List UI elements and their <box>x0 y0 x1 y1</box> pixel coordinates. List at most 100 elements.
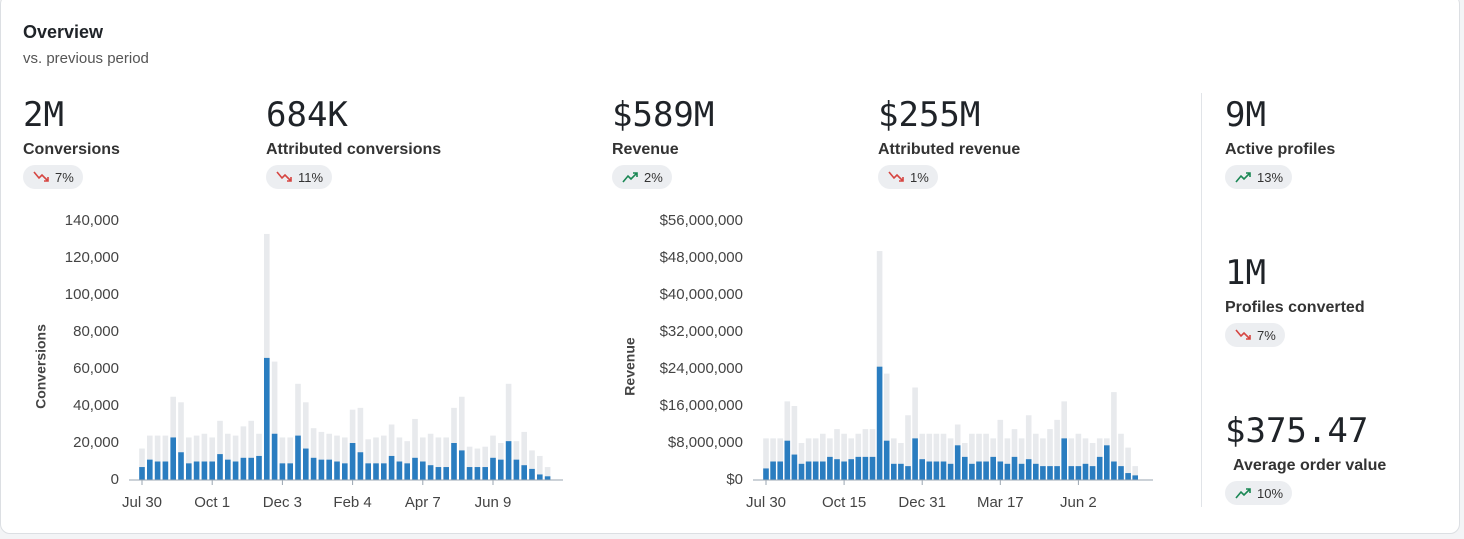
bar <box>898 443 904 480</box>
bar <box>232 435 239 480</box>
bar <box>209 437 215 480</box>
change-value: 7% <box>1257 327 1276 343</box>
bar <box>770 438 776 480</box>
bar <box>1004 438 1011 480</box>
bar <box>349 443 356 480</box>
change-value: 1% <box>910 169 929 185</box>
y-tick-label: $40,000,000 <box>660 286 743 303</box>
metric-value: $589M <box>612 95 715 135</box>
bar <box>544 476 551 480</box>
y-tick-label: 60,000 <box>73 360 119 377</box>
bar <box>969 433 975 480</box>
bar <box>820 433 826 480</box>
bar <box>139 448 145 480</box>
bar <box>1104 445 1110 480</box>
bar <box>178 402 184 480</box>
bar <box>310 457 317 480</box>
bar <box>388 424 395 480</box>
bar <box>990 456 996 480</box>
bar <box>940 461 947 480</box>
bar <box>373 437 379 480</box>
trend-icon <box>276 171 292 182</box>
bar <box>1096 456 1103 480</box>
bar <box>912 387 918 480</box>
bar <box>848 459 854 480</box>
bar <box>334 461 340 480</box>
bar <box>905 466 911 480</box>
bar <box>482 467 488 480</box>
bar <box>373 463 379 480</box>
bar <box>983 461 989 480</box>
bar <box>1047 466 1053 480</box>
bar <box>1118 433 1124 480</box>
trend-arrow <box>276 171 292 182</box>
bar <box>1011 429 1018 480</box>
metric: $255M Attributed revenue 1% <box>878 95 1020 189</box>
trend-arrow <box>1235 172 1251 183</box>
bar <box>193 435 200 480</box>
bar <box>834 429 840 480</box>
bar <box>1004 463 1011 480</box>
bar <box>326 433 332 480</box>
bar <box>940 433 947 480</box>
bar <box>919 459 925 480</box>
bar <box>318 459 325 480</box>
bar <box>240 457 247 480</box>
bar <box>976 461 982 480</box>
bar <box>777 461 783 480</box>
change-badge: 7% <box>23 165 83 189</box>
bar <box>186 437 192 480</box>
bar <box>443 467 449 480</box>
bar <box>482 446 488 480</box>
bar <box>342 463 348 480</box>
y-tick-label: 80,000 <box>73 323 119 340</box>
x-tick-label: Jun 9 <box>475 494 512 511</box>
bar <box>805 438 812 480</box>
change-badge: 2% <box>612 165 672 189</box>
bar <box>1018 463 1025 480</box>
bar <box>201 461 208 480</box>
bar <box>193 461 200 480</box>
change-value: 7% <box>55 169 74 185</box>
bar <box>1082 463 1089 480</box>
bar <box>791 454 798 480</box>
trend-icon <box>1235 329 1251 340</box>
bar <box>217 420 223 480</box>
bar <box>264 233 270 480</box>
y-axis-title: Conversions <box>33 324 49 409</box>
trend-icon <box>33 171 49 182</box>
bar <box>1118 466 1124 480</box>
bar <box>513 459 520 480</box>
bar <box>883 440 890 480</box>
bar <box>529 468 535 480</box>
metric-value: 2M <box>23 95 64 135</box>
bar <box>898 463 904 480</box>
y-tick-label: 120,000 <box>65 249 119 266</box>
bar <box>1033 463 1039 480</box>
bar <box>435 437 442 480</box>
card-title: Overview <box>23 22 104 42</box>
y-tick-label: $24,000,000 <box>660 360 743 377</box>
y-tick-label: $16,000,000 <box>660 397 743 414</box>
change-badge: 13% <box>1225 165 1293 189</box>
bar <box>404 441 410 480</box>
bar <box>770 461 776 480</box>
bar <box>1082 438 1089 480</box>
bar <box>435 467 442 480</box>
trend-arrow <box>888 171 904 182</box>
x-tick-label: Mar 17 <box>977 494 1024 511</box>
bar <box>1125 473 1131 480</box>
change-badge: 11% <box>266 165 333 189</box>
y-tick-label: 100,000 <box>65 286 119 303</box>
bar <box>876 366 883 480</box>
bar <box>209 461 215 480</box>
bar <box>862 456 869 480</box>
bar <box>162 461 169 480</box>
bar <box>474 448 481 480</box>
y-tick-label: $8,000,000 <box>668 434 743 451</box>
bar <box>365 439 371 480</box>
bar <box>529 450 535 480</box>
trend-arrow <box>1235 488 1251 499</box>
metric-label: Active profiles <box>1225 141 1336 158</box>
